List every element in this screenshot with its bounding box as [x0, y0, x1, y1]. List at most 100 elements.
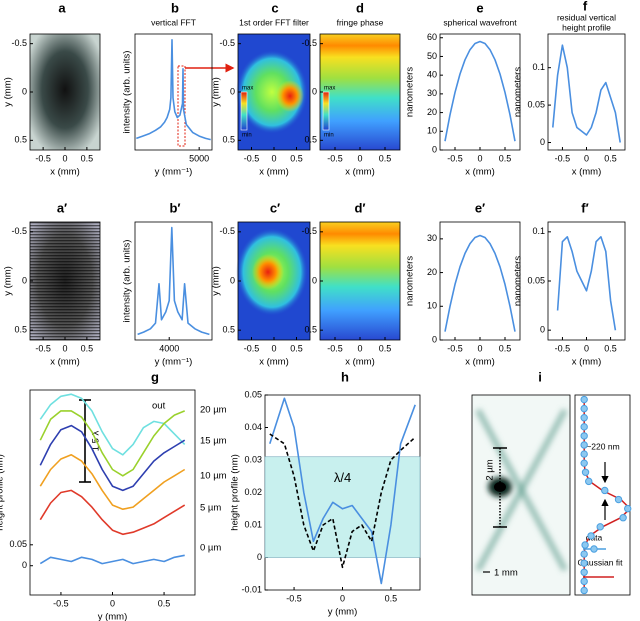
x-tick-label: -0.5 [555, 153, 571, 163]
x-tick-label: 0 [357, 343, 362, 353]
panel-label: f [583, 0, 588, 13]
x-tick-label: 0.5 [499, 343, 512, 353]
x-tick-label: -0.5 [244, 153, 260, 163]
panel-label: b′ [169, 200, 180, 215]
y-tick-label: 0 [22, 560, 27, 570]
x-tick-label: 5000 [189, 153, 209, 163]
plot-frame [547, 33, 626, 151]
panel-label: e′ [475, 200, 485, 215]
data-point [580, 450, 588, 458]
y-axis-label: nanometers [405, 67, 416, 117]
y-axis-label: y (mm) [3, 77, 14, 107]
panel-label: a′ [57, 200, 67, 215]
y-tick-label: 0.04 [244, 422, 262, 432]
y-tick-label: -0.5 [11, 226, 27, 236]
data-line [444, 40, 516, 142]
panel-title: residual vertical [557, 12, 616, 22]
y-axis-label: intensity (arb. units) [122, 240, 133, 323]
colorbar [240, 91, 248, 131]
data-line [137, 226, 210, 336]
x-tick-label: 0.5 [385, 593, 398, 603]
x-tick-label: -0.5 [244, 343, 260, 353]
y-tick-label: 0 [312, 86, 317, 96]
y-tick-label: 0 [432, 334, 437, 344]
panel-title: vertical FFT [151, 17, 196, 27]
plot-frame [574, 394, 631, 596]
colorbar-label: max [324, 86, 335, 92]
data-point [580, 404, 588, 413]
x-axis-label: y (mm) [98, 612, 128, 621]
y-tick-label: 0.5 [14, 325, 27, 335]
y-tick-label: 0.02 [244, 487, 262, 497]
y-axis-label: nanometers [405, 256, 416, 306]
y-tick-label: 0.5 [304, 325, 317, 335]
x-tick-label: -0.5 [35, 343, 51, 353]
panel-title: spherical wavefront [443, 17, 517, 27]
data-line [556, 236, 617, 331]
x-tick-label: -0.5 [327, 153, 343, 163]
x-tick-label: -0.5 [447, 343, 463, 353]
series-label: 0 µm [200, 543, 221, 554]
colorbar-label: max [242, 86, 253, 92]
x-axis-label: y (mm⁻¹) [155, 357, 193, 368]
data-line [136, 39, 211, 141]
data-point [580, 459, 588, 467]
y-tick-label: 60 [427, 32, 437, 42]
data-point [580, 414, 588, 422]
legend-label: Gaussian fit [578, 557, 624, 567]
y-tick-label: 0.01 [244, 519, 262, 529]
data-point [580, 423, 588, 431]
plot-frame [29, 389, 196, 596]
series-label: 15 µm [200, 436, 227, 447]
y-tick-label: 20 [427, 107, 437, 117]
y-tick-label: 0 [22, 275, 27, 285]
x-tick-label: 0.5 [379, 153, 392, 163]
x-axis-label: x (mm) [465, 357, 495, 368]
data-line [39, 554, 185, 565]
y-axis-label: nanometers [513, 256, 524, 306]
scale-label: 2 µm [485, 459, 496, 480]
y-axis-label: intensity (arb. units) [122, 51, 133, 134]
y-tick-label: -0.5 [301, 38, 317, 48]
x-tick-label: -0.5 [35, 153, 51, 163]
x-tick-label: 0 [584, 153, 589, 163]
data-point [580, 432, 588, 440]
data-point [580, 568, 588, 576]
y-tick-label: 0.5 [304, 135, 317, 145]
plot-frame [134, 221, 213, 341]
data-point [580, 577, 588, 586]
y-tick-label: -0.5 [219, 38, 235, 48]
image-a [30, 34, 100, 150]
y-tick-label: 0 [540, 137, 545, 147]
x-tick-label: 0 [477, 343, 482, 353]
data-point [581, 541, 589, 549]
x-tick-label: 0 [62, 343, 67, 353]
y-tick-label: 0.05 [244, 389, 262, 399]
x-tick-label: 0.5 [290, 153, 303, 163]
x-tick-label: -0.5 [447, 153, 463, 163]
x-tick-label: 0.5 [158, 598, 171, 608]
series-label: 5 µm [200, 503, 221, 514]
y-tick-label: -0.5 [11, 38, 27, 48]
colorbar-label: min [324, 133, 334, 139]
y-tick-label: 0.1 [532, 62, 545, 72]
y-tick-label: 10 [427, 126, 437, 136]
x-tick-label: 0 [584, 343, 589, 353]
data-line [269, 433, 416, 569]
y-tick-label: 0 [230, 275, 235, 285]
x-tick-label: 0.5 [81, 343, 94, 353]
series-label: out [152, 401, 166, 412]
band [264, 456, 421, 558]
x-tick-label: 0 [62, 153, 67, 163]
legend-marker [590, 545, 598, 553]
y-tick-label: 0 [312, 275, 317, 285]
panel-label: i [538, 369, 542, 384]
y-tick-label: -0.5 [219, 226, 235, 236]
panel-label: h [341, 369, 349, 384]
x-axis-label: x (mm) [259, 357, 289, 368]
panel-title: fringe phase [337, 17, 384, 27]
y-axis-label: nanometers [513, 67, 524, 117]
panel-label: a [58, 0, 66, 15]
x-tick-label: -0.5 [53, 598, 69, 608]
x-tick-label: 0 [110, 598, 115, 608]
